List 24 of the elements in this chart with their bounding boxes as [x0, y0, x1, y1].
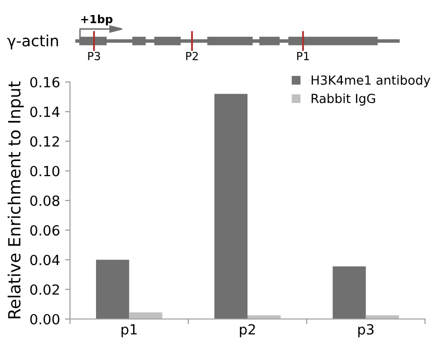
bar [96, 260, 130, 319]
text: +1bp [81, 14, 112, 26]
text: P1 [297, 52, 309, 60]
y-axis-title: Relative Enrichment to Input [8, 81, 24, 318]
legend-label: H3K4me1 antibody [312, 75, 430, 88]
y-tick-label: 0.16 [30, 76, 60, 88]
text: γ-actin [7, 34, 58, 50]
y-tick-label: 0.08 [30, 195, 60, 206]
y-tick-label: 0.12 [30, 136, 59, 147]
x-tick-label: p2 [240, 324, 255, 338]
y-tick-label: 0.06 [30, 225, 60, 236]
x-tick-label: p3 [358, 324, 374, 338]
bar [214, 94, 248, 319]
y-tick-label: 0.02 [30, 284, 59, 295]
bar [129, 312, 162, 319]
bar [332, 266, 366, 319]
text: P3 [88, 52, 100, 60]
y-tick-label: 0.04 [30, 254, 60, 266]
x-tick-label: p1 [122, 324, 137, 338]
legend-label: Rabbit IgG [312, 94, 376, 106]
y-tick-label: 0.00 [30, 314, 60, 324]
text: P2 [186, 52, 198, 60]
y-tick-label: 0.14 [30, 106, 60, 118]
y-tick-label: 0.10 [30, 166, 60, 176]
